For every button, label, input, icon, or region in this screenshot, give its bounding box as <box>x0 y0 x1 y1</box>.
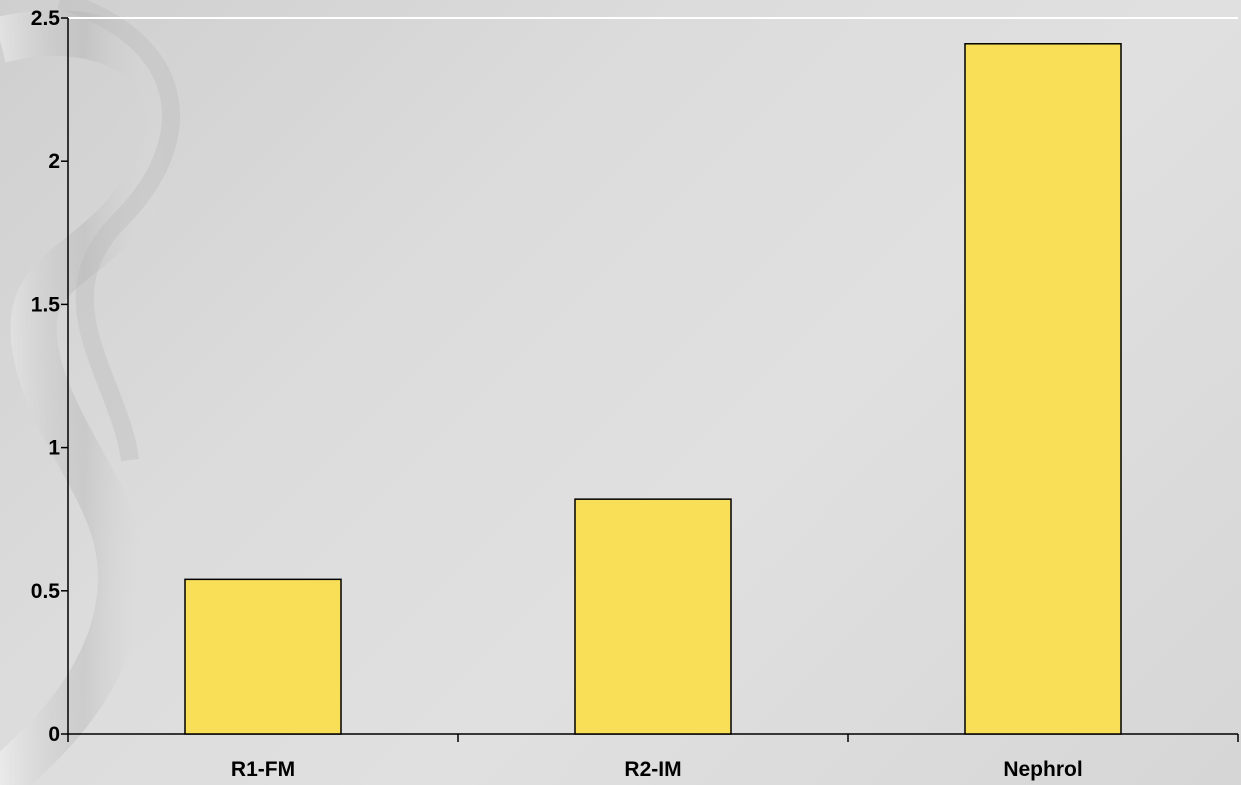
x-category-label: Nephrol <box>1003 758 1082 781</box>
bar <box>964 43 1122 735</box>
y-tick-label: 1 <box>48 437 60 460</box>
y-tick-label: 2 <box>48 150 60 173</box>
bar-series <box>184 43 1122 735</box>
y-tick-label: 0 <box>48 723 60 746</box>
y-tick-label: 2.5 <box>31 7 61 30</box>
bar <box>184 578 342 735</box>
bar <box>574 498 732 735</box>
y-tick-label: 1.5 <box>31 293 61 316</box>
y-axis: 0 0.5 1 1.5 2 2.5 <box>31 7 69 746</box>
x-category-label: R2-IM <box>624 758 681 781</box>
x-axis: R1-FM R2-IM Nephrol <box>67 733 1239 781</box>
x-category-label: R1-FM <box>231 758 295 781</box>
y-tick-label: 0.5 <box>31 580 61 603</box>
